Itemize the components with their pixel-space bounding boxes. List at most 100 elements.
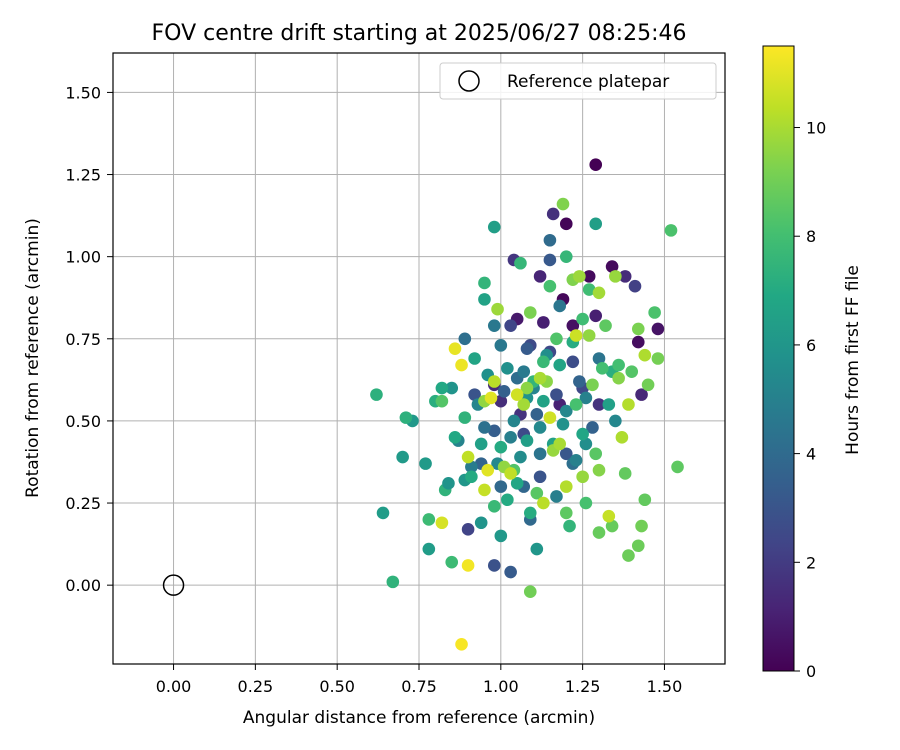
data-point <box>523 585 537 599</box>
x-tick-label: 0.50 <box>319 677 355 696</box>
data-point <box>517 398 531 411</box>
data-point <box>530 542 544 556</box>
data-point <box>641 378 655 392</box>
data-point <box>609 270 622 283</box>
data-point <box>631 322 645 336</box>
data-point <box>550 490 563 503</box>
data-point <box>582 283 596 296</box>
x-axis-label: Angular distance from reference (arcmin) <box>243 708 595 728</box>
data-point <box>559 506 573 520</box>
data-point <box>648 306 661 319</box>
data-point <box>468 352 481 365</box>
data-point <box>537 316 550 329</box>
data-point <box>501 493 514 507</box>
data-point <box>566 355 580 369</box>
data-point <box>533 371 547 385</box>
data-point <box>589 217 603 231</box>
data-point <box>579 496 593 510</box>
data-point <box>478 276 491 290</box>
data-point <box>553 358 567 372</box>
data-point <box>520 342 534 355</box>
y-tick-label: 0.75 <box>65 330 101 349</box>
data-point <box>638 348 652 362</box>
data-point <box>592 286 606 300</box>
data-point <box>458 332 472 346</box>
x-axis-ticks: 0.00 0.25 0.50 0.75 1.00 1.25 1.50 <box>156 664 683 696</box>
data-point <box>550 332 563 346</box>
legend-entry-reference-platepar: Reference platepar <box>507 72 669 92</box>
colorbar-ticks: 0 2 4 6 8 10 <box>794 119 826 681</box>
colorbar-tick-label: 2 <box>806 553 816 572</box>
data-point <box>546 207 560 221</box>
data-point <box>474 516 488 530</box>
data-point <box>487 500 501 513</box>
data-point <box>605 519 619 533</box>
data-point <box>635 519 648 533</box>
data-point <box>576 312 589 326</box>
data-point <box>635 388 648 401</box>
data-point <box>609 414 622 428</box>
data-point <box>537 355 550 369</box>
data-point <box>435 394 449 408</box>
data-point <box>612 371 625 385</box>
data-point <box>523 506 537 520</box>
data-point <box>530 408 544 421</box>
data-point <box>448 342 462 355</box>
data-point <box>569 454 583 467</box>
legend-box <box>439 62 717 100</box>
y-axis-label: Rotation from reference (arcmin) <box>23 218 43 498</box>
y-axis-ticks: 0.00 0.25 0.50 0.75 1.00 1.25 1.50 <box>65 83 113 595</box>
data-point <box>550 388 563 401</box>
data-point <box>478 483 491 497</box>
colorbar-tick-label: 0 <box>806 662 816 681</box>
data-point <box>422 542 436 556</box>
data-point <box>445 381 459 395</box>
data-point <box>622 549 635 562</box>
legend-marker-icon <box>458 70 480 92</box>
reference-platepar-marker <box>162 574 185 596</box>
data-point <box>543 411 557 424</box>
data-point <box>631 335 645 349</box>
data-point <box>478 293 491 306</box>
data-point <box>573 270 586 283</box>
data-point <box>592 398 606 411</box>
chart-title: FOV centre drift starting at 2025/06/27 … <box>152 21 687 46</box>
data-point <box>543 233 557 247</box>
data-point <box>504 319 517 332</box>
data-point <box>422 513 436 526</box>
data-point <box>487 375 501 388</box>
data-point <box>576 427 589 441</box>
data-point <box>448 431 462 444</box>
data-point <box>435 381 449 395</box>
data-point <box>497 385 511 398</box>
data-point <box>582 270 596 283</box>
data-point <box>465 460 478 474</box>
data-point <box>537 394 550 408</box>
data-point <box>491 302 504 316</box>
data-point <box>386 575 400 589</box>
data-point <box>458 411 472 424</box>
data-point <box>651 352 665 365</box>
data-point <box>530 486 544 500</box>
data-point <box>595 362 609 375</box>
data-point <box>543 279 557 293</box>
data-point <box>517 365 531 378</box>
data-point <box>461 559 475 572</box>
colorbar-gradient <box>762 45 795 672</box>
data-point <box>481 463 495 477</box>
data-point <box>487 559 501 572</box>
y-tick-label: 0.50 <box>65 412 101 431</box>
data-point <box>615 431 629 444</box>
data-point <box>589 158 603 171</box>
data-point <box>474 437 488 451</box>
data-point <box>520 381 534 395</box>
data-point <box>504 565 517 579</box>
data-point <box>618 467 632 480</box>
data-point <box>494 394 508 408</box>
data-point <box>638 493 652 507</box>
data-point <box>442 477 455 490</box>
x-tick-label: 1.50 <box>647 677 683 696</box>
data-point <box>510 388 524 401</box>
data-point <box>523 306 537 319</box>
data-point <box>602 509 616 523</box>
